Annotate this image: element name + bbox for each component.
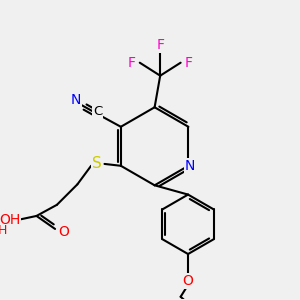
Text: O: O (183, 274, 194, 288)
Text: O: O (58, 225, 69, 239)
Text: F: F (128, 56, 136, 70)
Text: N: N (71, 93, 81, 107)
Text: S: S (92, 156, 102, 171)
Text: H: H (0, 224, 7, 237)
Text: N: N (185, 159, 195, 173)
Text: F: F (156, 38, 164, 52)
Text: C: C (93, 105, 102, 119)
Text: F: F (185, 56, 193, 70)
Text: OH: OH (0, 213, 20, 227)
